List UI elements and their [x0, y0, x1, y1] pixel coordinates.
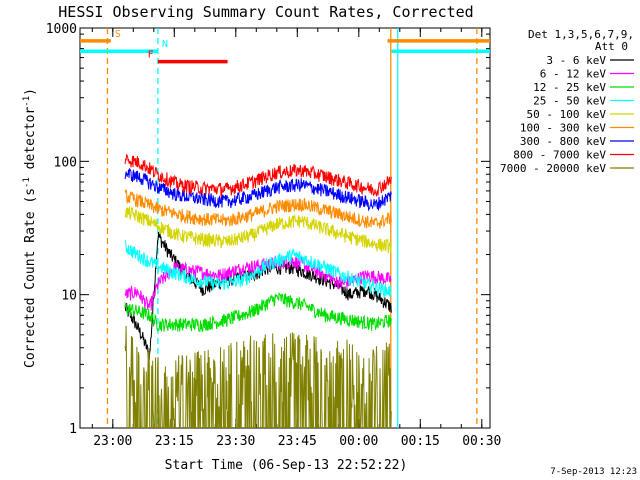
series-line: [124, 255, 392, 311]
series-line: [124, 325, 392, 428]
series-line: [124, 240, 392, 299]
legend-header: Det 1,3,5,6,7,9,: [528, 28, 634, 41]
legend-entry-label: 6 - 12 keV: [540, 68, 607, 81]
series-line: [124, 167, 392, 212]
legend-entry-label: 800 - 7000 keV: [513, 149, 606, 162]
flag-label: F: [148, 50, 154, 61]
series-line: [124, 231, 392, 361]
x-tick-label: 23:00: [93, 434, 132, 449]
x-tick-label: 23:15: [155, 434, 194, 449]
y-tick-label: 100: [54, 155, 77, 170]
x-axis-label: Start Time (06-Sep-13 22:52:22): [165, 458, 408, 473]
legend-entry-label: 50 - 100 keV: [527, 108, 607, 121]
x-tick-label: 00:00: [339, 434, 378, 449]
legend-entry-label: 25 - 50 keV: [533, 95, 606, 108]
legend-entry-label: 12 - 25 keV: [533, 81, 606, 94]
legend-entry-label: 3 - 6 keV: [546, 54, 606, 67]
legend-entry-label: 300 - 800 keV: [520, 135, 606, 148]
y-tick-label: 1: [69, 422, 77, 437]
flag-label: S: [115, 29, 121, 40]
chart-title: HESSI Observing Summary Count Rates, Cor…: [58, 3, 473, 21]
x-tick-label: 23:30: [216, 434, 255, 449]
x-tick-label: 00:30: [462, 434, 501, 449]
y-tick-label: 1000: [46, 22, 77, 37]
series-line: [124, 206, 392, 254]
legend-entry-label: 7000 - 20000 keV: [500, 162, 606, 175]
generation-timestamp: 7-Sep-2013 12:23: [550, 467, 637, 477]
legend-entry-label: 100 - 300 keV: [520, 122, 606, 135]
x-tick-label: 00:15: [401, 434, 440, 449]
series-line: [124, 292, 392, 333]
y-axis-label: Corrected Count Rate (s-1 detector-1): [22, 88, 38, 368]
flag-label: N: [162, 39, 168, 50]
plot-area: 1 10 100 1000 23:00 23:15 23:30 23:45 00:00 00:15…: [46, 22, 502, 449]
y-tick-label: 10: [61, 289, 77, 304]
x-tick-label: 23:45: [278, 434, 317, 449]
legend-header: Att 0: [595, 40, 628, 53]
series-line: [124, 153, 392, 198]
series-line: [124, 188, 392, 229]
